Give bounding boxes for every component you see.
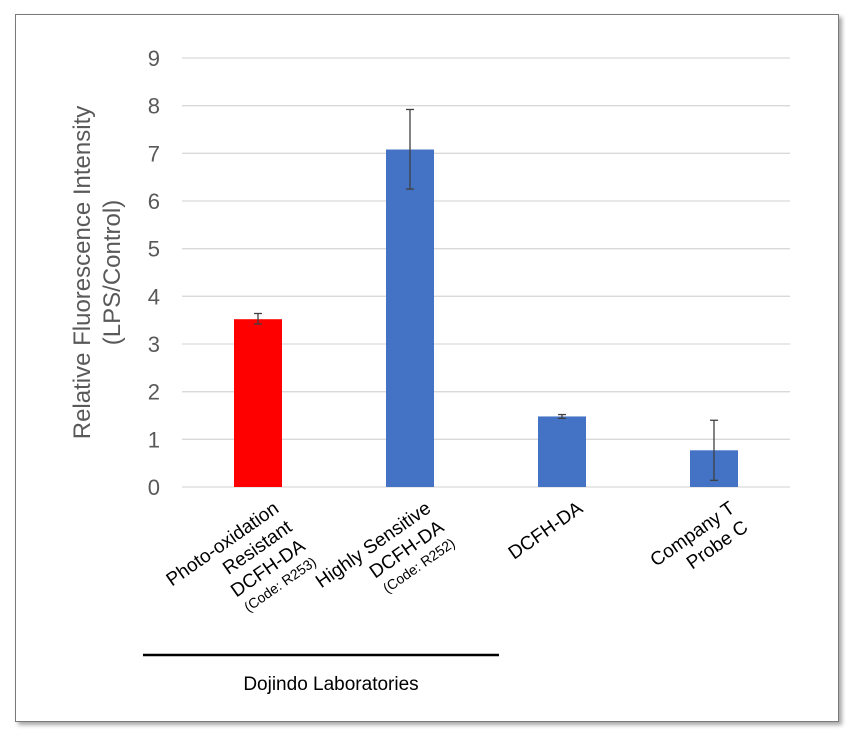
y-tick-label: 1 <box>148 427 160 452</box>
gridlines <box>182 57 790 488</box>
y-axis-label: Relative Fluorescence Intensity (LPS/Cont… <box>69 106 126 440</box>
y-axis-label-line: (LPS/Control) <box>99 200 126 345</box>
bar <box>386 149 434 487</box>
category-label: DCFH-DA <box>505 498 587 564</box>
bar <box>234 319 282 487</box>
error-bar <box>406 108 414 190</box>
y-tick-label: 5 <box>148 237 160 262</box>
error-bars <box>254 108 718 481</box>
y-tick-label: 8 <box>148 94 160 119</box>
y-tick-label: 2 <box>148 380 160 405</box>
error-bar <box>558 413 566 420</box>
error-bar <box>254 312 262 325</box>
bars <box>234 149 738 487</box>
bar <box>538 416 586 487</box>
category-labels: Photo-oxidationResistantDCFH-DA(Code: R2… <box>163 497 753 642</box>
y-tick-label: 9 <box>148 46 160 71</box>
group-label: Dojindo Laboratories <box>243 674 418 695</box>
category-label: Highly SensitiveDCFH-DA(Code: R252) <box>312 498 458 626</box>
y-tick-label: 7 <box>148 141 160 166</box>
category-label: Photo-oxidationResistantDCFH-DA(Code: R2… <box>163 497 320 642</box>
y-axis-label-line: Relative Fluorescence Intensity <box>69 106 96 440</box>
y-tick-label: 3 <box>148 332 160 357</box>
error-bar <box>710 419 718 481</box>
y-tick-label: 6 <box>148 189 160 214</box>
y-tick-label: 4 <box>148 284 160 309</box>
category-label: Company TProbe C <box>647 498 753 590</box>
y-tick-labels: 0 1 2 3 4 5 6 7 8 9 <box>148 46 160 500</box>
y-tick-label: 0 <box>148 475 160 500</box>
